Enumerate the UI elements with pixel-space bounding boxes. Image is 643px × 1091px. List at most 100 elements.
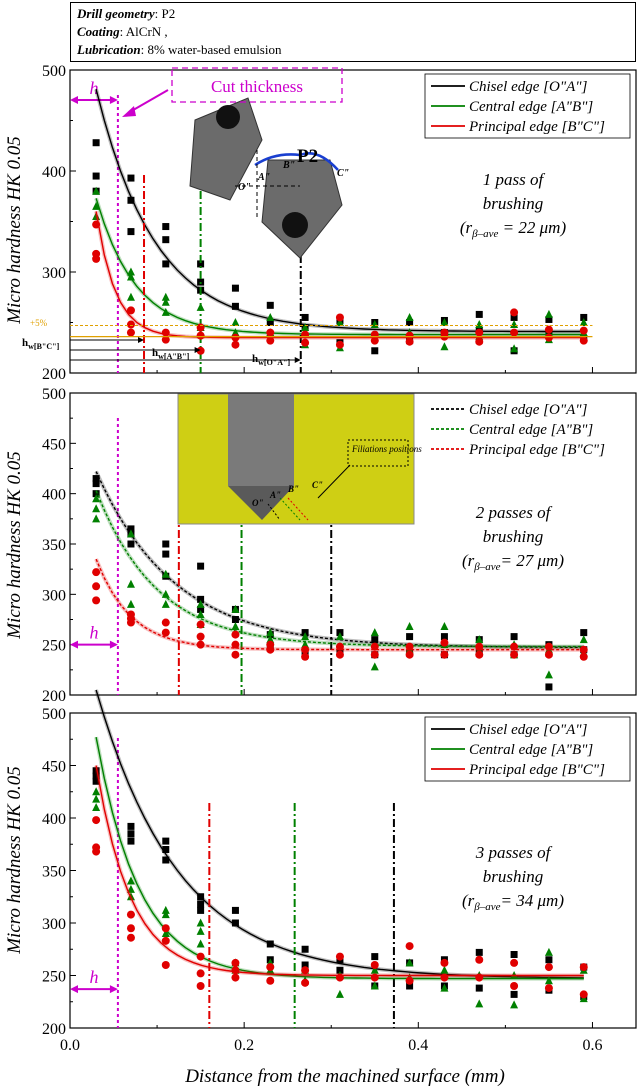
data-point-principal bbox=[510, 650, 519, 659]
data-point-principal bbox=[196, 952, 205, 961]
data-point-chisel bbox=[92, 139, 100, 147]
data-point-chisel bbox=[92, 475, 100, 483]
data-point-principal bbox=[544, 650, 553, 659]
data-point-central bbox=[92, 186, 101, 195]
data-point-chisel bbox=[197, 893, 205, 901]
data-point-central bbox=[161, 292, 170, 301]
data-point-central bbox=[161, 297, 170, 306]
cut-thickness-box bbox=[171, 67, 343, 103]
data-point-chisel bbox=[371, 347, 379, 355]
legend-label-central: Central edge [A"B"] bbox=[469, 422, 593, 438]
data-point-principal bbox=[266, 645, 275, 654]
data-point-principal bbox=[161, 961, 170, 969]
data-point-chisel bbox=[92, 767, 100, 775]
data-point-principal bbox=[126, 924, 135, 933]
h-label: h bbox=[89, 967, 98, 987]
data-point-chisel bbox=[197, 595, 205, 603]
data-point-central bbox=[301, 323, 310, 332]
drill-inset-image bbox=[189, 97, 343, 259]
y-tick-label: 450 bbox=[42, 436, 66, 453]
data-point-chisel bbox=[92, 480, 100, 488]
data-point-central bbox=[92, 494, 101, 503]
data-point-principal bbox=[405, 650, 414, 659]
data-point-central bbox=[126, 599, 135, 608]
data-point-principal bbox=[335, 313, 344, 322]
data-point-principal bbox=[126, 306, 135, 315]
info-drill-geometry: Drill geometry: P2 bbox=[77, 5, 629, 23]
data-point-principal bbox=[475, 328, 484, 337]
y-tick-label: 500 bbox=[42, 63, 66, 80]
data-point-principal bbox=[579, 645, 588, 654]
data-point-principal bbox=[301, 645, 310, 654]
data-point-central bbox=[370, 662, 379, 671]
data-point-central bbox=[126, 579, 135, 588]
y-tick-label: 400 bbox=[42, 811, 66, 828]
y-tick-label: 400 bbox=[42, 487, 66, 504]
data-point-chisel bbox=[545, 683, 553, 691]
data-point-central bbox=[301, 640, 310, 649]
data-point-central bbox=[440, 318, 449, 326]
data-point-principal bbox=[92, 816, 101, 825]
inset2-point-o: O" bbox=[252, 498, 264, 508]
point-b-label: B" bbox=[282, 160, 295, 171]
data-point-central bbox=[370, 628, 379, 637]
data-point-central bbox=[196, 926, 205, 935]
data-point-chisel bbox=[127, 822, 135, 830]
data-point-principal bbox=[370, 336, 379, 345]
data-point-principal bbox=[231, 973, 240, 982]
data-point-chisel bbox=[162, 540, 170, 548]
data-point-principal bbox=[301, 978, 310, 987]
data-point-central bbox=[231, 318, 240, 326]
data-point-principal bbox=[579, 336, 588, 345]
data-point-principal bbox=[579, 652, 588, 661]
five-percent-label: +5% bbox=[30, 318, 48, 328]
data-point-chisel bbox=[197, 900, 205, 908]
data-point-central bbox=[370, 981, 379, 990]
data-point-principal bbox=[161, 335, 170, 344]
data-point-central bbox=[335, 632, 344, 641]
data-point-principal bbox=[405, 337, 414, 346]
y-tick-label: 350 bbox=[42, 537, 66, 554]
data-point-central bbox=[196, 302, 205, 311]
y-axis-label-mid: Micro hardness HK 0.05 bbox=[4, 451, 25, 640]
data-point-central bbox=[126, 529, 135, 538]
cut-thickness-arrowhead bbox=[122, 106, 136, 117]
data-point-central bbox=[126, 884, 135, 893]
data-point-chisel bbox=[231, 284, 239, 292]
data-point-principal bbox=[301, 330, 310, 339]
data-point-chisel bbox=[231, 302, 239, 310]
data-point-principal bbox=[440, 638, 449, 647]
data-point-chisel bbox=[301, 313, 309, 321]
data-point-chisel bbox=[475, 984, 483, 992]
data-point-central bbox=[231, 328, 240, 337]
data-point-chisel bbox=[580, 313, 588, 321]
y-tick-label: 250 bbox=[42, 969, 66, 986]
x-axis-label: Distance from the machined surface (mm) bbox=[184, 1066, 505, 1087]
y-tick-label: 200 bbox=[42, 1021, 66, 1038]
data-point-chisel bbox=[197, 906, 205, 914]
hw-oa-label: hw[O"A"] bbox=[252, 353, 290, 367]
y-tick-label: 400 bbox=[42, 164, 66, 181]
data-point-chisel bbox=[162, 236, 170, 244]
data-point-chisel bbox=[266, 301, 274, 309]
y-tick-label: 250 bbox=[42, 638, 66, 655]
data-point-principal bbox=[335, 340, 344, 349]
data-point-principal bbox=[475, 642, 484, 651]
data-point-principal bbox=[301, 966, 310, 975]
data-point-chisel bbox=[127, 837, 135, 845]
data-point-chisel bbox=[92, 772, 100, 780]
data-point-chisel bbox=[545, 956, 553, 964]
data-point-chisel bbox=[510, 951, 518, 958]
y-tick-label: 500 bbox=[42, 706, 66, 723]
legend-label-principal: Principal edge [B"C"] bbox=[468, 119, 605, 135]
data-point-chisel bbox=[406, 982, 414, 990]
data-point-principal bbox=[544, 642, 553, 651]
data-point-principal bbox=[231, 630, 240, 639]
y-axis-label-bottom: Micro hardness HK 0.05 bbox=[4, 766, 25, 955]
data-point-principal bbox=[544, 984, 553, 993]
data-point-central bbox=[510, 344, 519, 353]
legend-box bbox=[424, 73, 631, 139]
brushing-text-1: 3 passes of bbox=[475, 843, 553, 862]
data-point-principal bbox=[544, 333, 553, 342]
data-point-principal bbox=[231, 340, 240, 349]
